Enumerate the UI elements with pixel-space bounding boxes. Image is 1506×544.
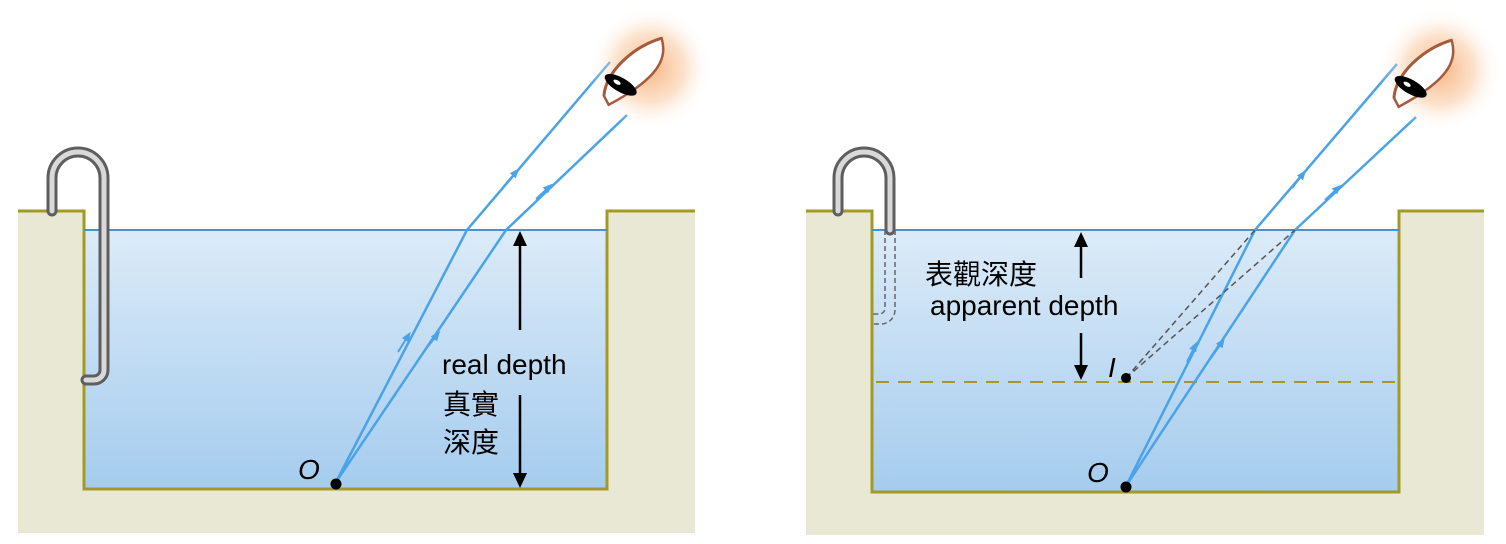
right-object-point (1120, 481, 1132, 493)
right-panel: I O 表觀深度 apparent depth (806, 8, 1502, 535)
right-ladder-apparent (873, 230, 886, 315)
right-object-label: O (1087, 457, 1109, 488)
right-eye (1378, 8, 1502, 132)
left-ray-arrow (424, 331, 441, 351)
right-depth-label-en: apparent depth (930, 290, 1118, 321)
left-object-point (330, 478, 342, 490)
left-ray-1 (334, 61, 611, 483)
left-ray-arrow (535, 183, 553, 200)
right-ray-1 (1124, 63, 1398, 487)
right-image-point (1121, 373, 1131, 383)
right-virtual-ray-2 (1125, 229, 1296, 379)
left-panel: O real depth 真實 深度 (18, 6, 712, 533)
right-depth-arrow-down (1074, 365, 1088, 380)
left-object-label: O (298, 454, 320, 485)
left-eye (588, 6, 712, 130)
left-ray-arrow (397, 331, 411, 353)
left-pool-edge (18, 209, 695, 491)
right-ray-arrow (1186, 341, 1198, 363)
left-depth-label-zh-1: 真實 (443, 389, 499, 420)
right-ray-arrow (1210, 337, 1225, 359)
right-pool-ground (806, 211, 1484, 535)
right-depth-arrow-up (1074, 232, 1088, 247)
right-image-label: I (1108, 352, 1116, 383)
left-ray-2 (334, 114, 628, 483)
left-depth-label-en: real depth (442, 349, 567, 380)
right-virtual-ray-1 (1125, 229, 1256, 379)
right-pool-edge (806, 209, 1484, 494)
right-ray-arrow (1291, 170, 1307, 189)
right-pool-water (872, 230, 1399, 492)
right-depth-label-zh: 表觀深度 (925, 259, 1037, 290)
left-ray-arrow (503, 168, 520, 187)
right-ray-arrow (1324, 184, 1342, 201)
left-depth-label-zh-2: 深度 (443, 427, 499, 458)
left-pool-ground (18, 211, 695, 533)
